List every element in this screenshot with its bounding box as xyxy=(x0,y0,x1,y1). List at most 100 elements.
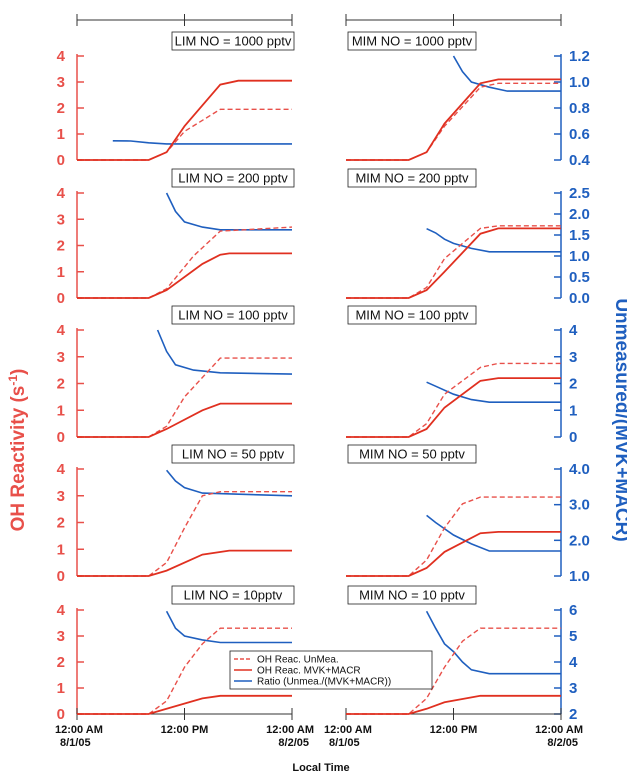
panel-lim-no-1000-pptv: 0 1 2 3 4 LIM NO = 1000 pptv xyxy=(57,31,295,169)
panel-title-box xyxy=(171,31,295,51)
right-axis-title: Unmeasured/(MVK+MACR) xyxy=(611,298,627,541)
panel-title-box xyxy=(347,168,477,188)
oh-reac-unmea-line xyxy=(77,108,292,161)
left-tick-label: 4 xyxy=(57,461,66,478)
panel-mim-no-10-pptv: 2 3 4 5 6 MIM NO = 10 pptv xyxy=(345,585,578,723)
legend-label: OH Reac. UnMea. xyxy=(257,655,339,666)
panel-title: MIM NO = 200 pptv xyxy=(355,171,469,186)
x-tick-label: 12:00 AM xyxy=(266,724,314,736)
panel-mim-no-1000-pptv: 0.4 0.6 0.8 1.0 1.2 MIM NO = 1000 pptv xyxy=(346,31,591,169)
right-tick-label: 0.4 xyxy=(569,152,591,169)
right-tick-label: 3 xyxy=(569,349,577,366)
left-tick-label: 0 xyxy=(57,706,65,723)
panel-title-box xyxy=(171,444,295,464)
right-tick-label: 3.0 xyxy=(569,497,590,514)
left-tick-label: 0 xyxy=(57,152,65,169)
left-axis-title: OH Reactivity (s-1) xyxy=(6,369,29,532)
x-tick-sublabel: 8/1/05 xyxy=(60,737,91,749)
oh-reac-unmea-line xyxy=(346,627,561,715)
panel-title-box xyxy=(347,31,477,51)
left-tick-label: 3 xyxy=(57,488,65,505)
x-tick-label: 12:00 AM xyxy=(55,724,103,736)
right-tick-label: 1.0 xyxy=(569,568,590,585)
left-axis-title-main: OH Reactivity (s xyxy=(8,386,29,532)
panel-title-box xyxy=(347,444,477,464)
oh-reac-mvk-macr-line xyxy=(77,402,292,438)
panel-title-box xyxy=(171,305,295,325)
ratio-line xyxy=(426,514,561,552)
legend-box xyxy=(229,650,433,690)
panel-title: MIM NO = 50 pptv xyxy=(359,447,465,462)
left-tick-label: 3 xyxy=(57,211,65,228)
left-tick-label: 4 xyxy=(57,322,66,339)
oh-reac-mvk-macr-line xyxy=(346,377,561,438)
panel-title: MIM NO = 1000 pptv xyxy=(352,34,473,49)
right-tick-label: 2.0 xyxy=(569,532,590,549)
left-axis-title-superscript: -1 xyxy=(6,375,20,386)
right-tick-label: 1.5 xyxy=(569,227,590,244)
panel-title-box xyxy=(171,585,295,605)
panel-title: MIM NO = 10 pptv xyxy=(359,588,465,603)
left-tick-label: 1 xyxy=(57,264,65,281)
panel-title: LIM NO = 100 pptv xyxy=(178,308,288,323)
ratio-line xyxy=(112,140,292,145)
x-tick-label: 12:00 PM xyxy=(430,724,478,736)
oh-reac-mvk-macr-line xyxy=(77,79,292,161)
panel-title-box xyxy=(347,305,477,325)
right-tick-label: 0.8 xyxy=(569,100,590,117)
left-tick-label: 0 xyxy=(57,290,65,307)
right-tick-label: 1.0 xyxy=(569,74,590,91)
left-tick-label: 2 xyxy=(57,376,65,393)
left-tick-label: 1 xyxy=(57,126,65,143)
oh-reac-unmea-line xyxy=(346,82,561,161)
right-tick-label: 0 xyxy=(569,429,577,446)
oh-reac-unmea-line xyxy=(77,627,292,715)
ratio-line xyxy=(165,469,293,497)
ratio-line xyxy=(156,329,293,375)
panel-title: MIM NO = 100 pptv xyxy=(355,308,469,323)
legend-label: OH Reac. MVK+MACR xyxy=(257,666,361,677)
panel-mim-no-50-pptv: 1.0 2.0 3.0 4.0 MIM NO = 50 pptv xyxy=(346,444,590,585)
left-tick-label: 0 xyxy=(57,568,65,585)
chart-panels: 0 1 2 3 4 LIM NO = 1000 pptv 0.4 0.6 0.8 1.0 1.2 MI… xyxy=(57,31,591,723)
right-tick-label: 0.6 xyxy=(569,126,590,143)
right-tick-label: 0.5 xyxy=(569,269,590,286)
panel-title: LIM NO = 10pptv xyxy=(184,588,283,603)
legend-label: Ratio (Unmea./(MVK+MACR)) xyxy=(257,677,391,688)
left-tick-label: 1 xyxy=(57,402,65,419)
right-tick-label: 2.5 xyxy=(569,185,590,202)
panel-lim-no-50-pptv: 0 1 2 3 4 LIM NO = 50 pptv xyxy=(57,444,295,585)
left-tick-label: 4 xyxy=(57,185,66,202)
oh-reac-mvk-macr-line xyxy=(346,694,561,715)
right-tick-label: 4 xyxy=(569,654,578,671)
left-tick-label: 1 xyxy=(57,541,65,558)
right-tick-label: 1 xyxy=(569,402,577,419)
panel-lim-no-10pptv: 0 1 2 3 4 LIM NO = 10pptv xyxy=(57,585,295,723)
x-axis-title: Local Time xyxy=(292,762,349,774)
ratio-line xyxy=(165,192,292,231)
right-tick-label: 3 xyxy=(569,680,577,697)
oh-reac-unmea-line xyxy=(77,491,292,577)
right-tick-label: 0.0 xyxy=(569,290,590,307)
oh-reac-mvk-macr-line xyxy=(77,252,292,299)
left-axis-title-end: ) xyxy=(8,369,29,375)
ratio-line xyxy=(426,381,561,403)
x-tick-sublabel: 8/2/05 xyxy=(278,737,309,749)
left-tick-label: 4 xyxy=(57,48,66,65)
x-tick-label: 12:00 PM xyxy=(161,724,209,736)
left-tick-label: 2 xyxy=(57,654,65,671)
panel-title-box xyxy=(171,168,295,188)
left-tick-label: 1 xyxy=(57,680,65,697)
right-tick-label: 2.0 xyxy=(569,206,590,223)
oh-reac-unmea-line xyxy=(77,226,293,299)
left-tick-label: 2 xyxy=(57,238,65,255)
oh-reac-mvk-macr-line xyxy=(77,549,292,577)
left-tick-label: 3 xyxy=(57,628,65,645)
panel-title-box xyxy=(347,585,477,605)
ratio-line xyxy=(425,610,561,675)
x-tick-label: 12:00 AM xyxy=(535,724,583,736)
oh-reac-mvk-macr-line xyxy=(346,227,561,299)
